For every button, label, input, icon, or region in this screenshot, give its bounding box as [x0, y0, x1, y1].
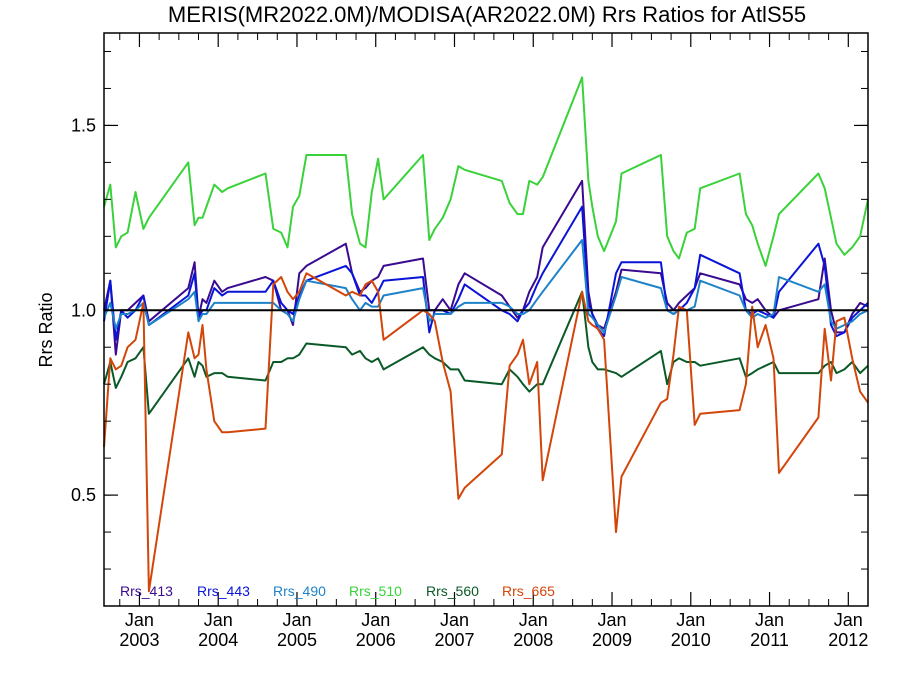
x-tick-year-label: 2012 [828, 630, 868, 650]
y-axis-label: Rrs Ratio [36, 292, 56, 367]
x-tick-year-label: 2005 [277, 630, 317, 650]
x-tick-month-label: Jan [204, 610, 233, 630]
plot-area [103, 76, 869, 593]
x-tick-month-label: Jan [676, 610, 705, 630]
x-tick-year-label: 2006 [356, 630, 396, 650]
legend-entry-rrs-443: Rrs_443 [197, 583, 250, 599]
x-tick-month-label: Jan [834, 610, 863, 630]
y-tick-label: 0.5 [71, 485, 96, 505]
x-tick-year-label: 2009 [592, 630, 632, 650]
plot-frame [103, 32, 869, 607]
legend-entry-rrs-413: Rrs_413 [120, 583, 173, 599]
chart-title: MERIS(MR2022.0M)/MODISA(AR2022.0M) Rrs R… [168, 2, 806, 27]
x-tick-month-label: Jan [598, 610, 627, 630]
x-tick-year-label: 2011 [750, 630, 789, 650]
legend: Rrs_413 Rrs_443 Rrs_490 Rrs_510 Rrs_560 Rrs_6… [120, 583, 555, 599]
x-tick-month-label: Jan [361, 610, 390, 630]
x-tick-year-label: 2007 [434, 630, 474, 650]
x-tick-month-label: Jan [282, 610, 311, 630]
x-tick-year-label: 2008 [513, 630, 553, 650]
series-line-rrs-413 [103, 179, 869, 356]
legend-entry-rrs-510: Rrs_510 [349, 583, 402, 599]
plot-border [103, 32, 869, 607]
series-line-rrs-510 [103, 76, 869, 267]
y-tick-label: 1.5 [71, 115, 96, 135]
x-tick-month-label: Jan [755, 610, 784, 630]
legend-entry-rrs-490: Rrs_490 [273, 583, 326, 599]
x-tick-year-label: 2003 [119, 630, 159, 650]
x-tick-year-label: 2004 [198, 630, 238, 650]
legend-entry-rrs-665: Rrs_665 [502, 583, 555, 599]
axis-ticks: 0.51.01.5Jan2003Jan2004Jan2005Jan2006Jan… [71, 33, 868, 650]
x-tick-month-label: Jan [519, 610, 548, 630]
x-tick-month-label: Jan [440, 610, 469, 630]
series-line-rrs-665 [103, 272, 869, 593]
x-tick-year-label: 2010 [671, 630, 711, 650]
x-tick-month-label: Jan [125, 610, 154, 630]
series-line-rrs-560 [103, 290, 869, 415]
legend-entry-rrs-560: Rrs_560 [426, 583, 479, 599]
y-tick-label: 1.0 [71, 300, 96, 320]
